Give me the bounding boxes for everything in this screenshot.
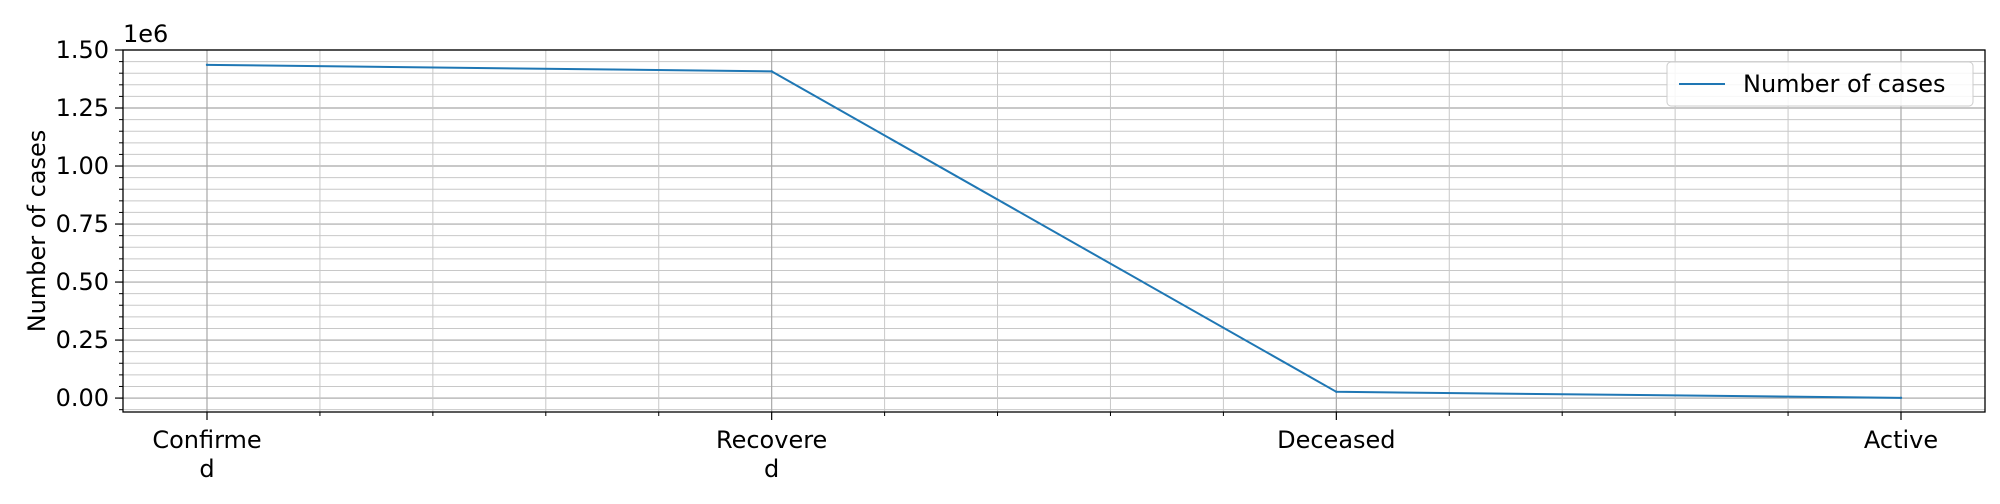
data-point [1335,390,1338,394]
y-axis: 0.00 0.25 0.50 0.75 1.00 1.25 1.50 [56,36,123,412]
x-tick-label-line: d [199,455,214,483]
y-tick-label: 1.00 [56,152,109,180]
y-axis-label: Number of cases [23,130,51,332]
y-tick-label: 1.25 [56,94,109,122]
y-tick-label: 1.50 [56,36,109,64]
legend-label: Number of cases [1743,70,1945,98]
x-tick-label: Active [1864,426,1938,454]
data-point [1899,396,1903,400]
series-line [206,63,1902,399]
x-tick-label-line: d [764,455,779,483]
x-tick-label: Deceased [1277,426,1395,454]
y-tick-label: 0.25 [56,326,109,354]
plot-frame [122,49,1986,413]
x-tick-label-line: Deceased [1277,426,1395,454]
data-point [205,63,209,67]
legend-box [1666,61,1974,107]
data-point [770,70,773,73]
x-tick-label: Recovere d [716,426,827,483]
x-tick-label-line: Recovere [716,426,827,454]
x-tick-label-line: Confirme [152,426,261,454]
y-tick-label: 0.00 [56,384,109,412]
x-tick-label-line: Active [1864,426,1938,454]
y-tick-label: 0.50 [56,268,109,296]
y-tick-label: 0.75 [56,210,109,238]
legend: Number of cases [1666,61,1974,107]
y-axis-offset-text: 1e6 [123,20,168,48]
x-tick-label: Confirme d [152,426,261,483]
data-series [205,63,1903,400]
